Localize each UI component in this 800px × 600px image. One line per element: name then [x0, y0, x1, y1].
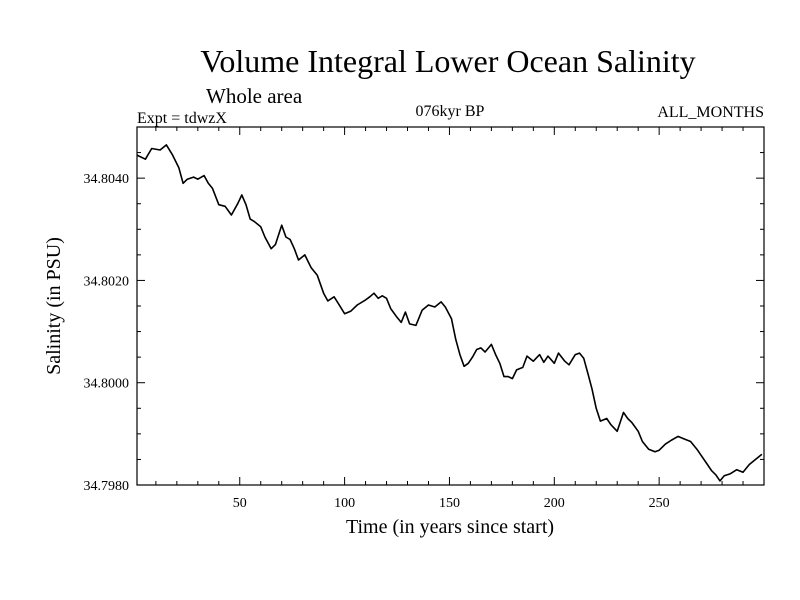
x-tick-label: 100 [334, 496, 355, 511]
y-tick-label: 34.8040 [84, 172, 130, 187]
x-tick-label: 50 [233, 496, 247, 511]
series-group [136, 144, 763, 482]
y-axis-label: Salinity (in PSU) [43, 237, 65, 375]
y-tick-label: 34.8020 [84, 274, 130, 289]
y-tick-label: 34.8000 [84, 377, 130, 392]
axis-ticks [137, 127, 764, 485]
chart-title: Volume Integral Lower Ocean Salinity [200, 43, 695, 79]
x-tick-label: 150 [439, 496, 460, 511]
x-axis-label: Time (in years since start) [346, 516, 554, 538]
x-tick-label: 200 [544, 496, 565, 511]
salinity-series-line [136, 144, 763, 482]
y-tick-label: 34.7980 [84, 479, 130, 494]
chart-subtitle: Whole area [206, 84, 303, 108]
period-label: 076kyr BP [416, 103, 485, 120]
plot-frame [136, 126, 765, 486]
tick-labels: 50 100 150 200 250 34.7980 34.8000 34.8020 34.80… [84, 172, 670, 511]
months-label: ALL_MONTHS [657, 104, 764, 121]
x-tick-label: 250 [649, 496, 670, 511]
experiment-label: Expt = tdwzX [137, 110, 227, 127]
